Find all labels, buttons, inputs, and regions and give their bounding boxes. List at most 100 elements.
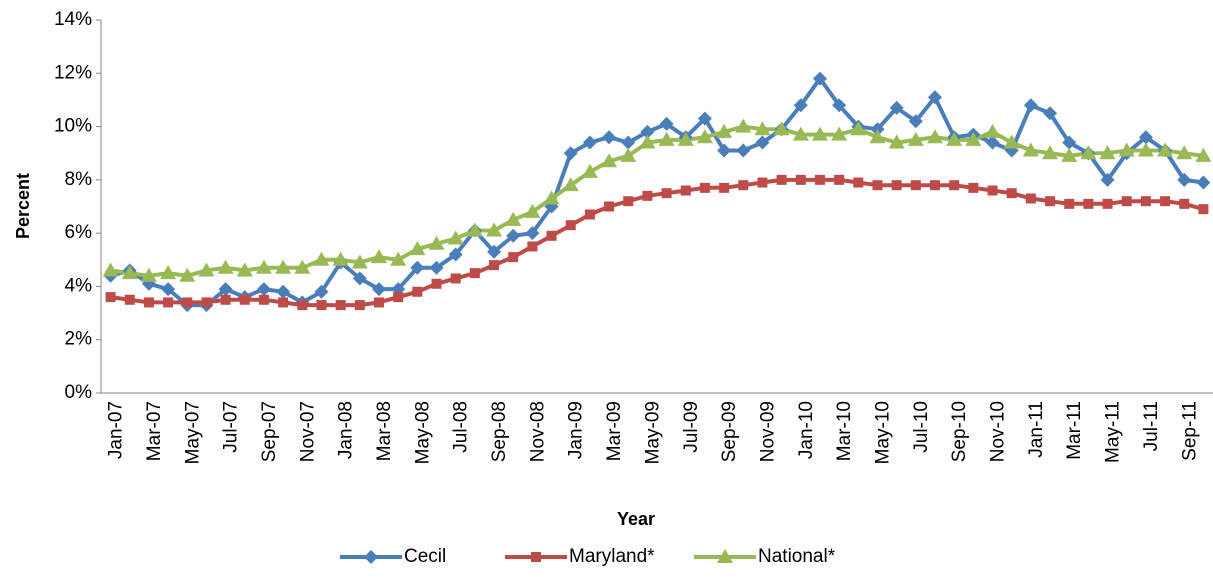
marker-diamond <box>256 282 271 297</box>
marker-triangle <box>409 241 426 256</box>
x-tick-label: Sep-07 <box>259 401 280 462</box>
marker-diamond <box>1196 175 1211 190</box>
marker-diamond <box>736 143 751 158</box>
marker-triangle <box>907 131 924 146</box>
marker-square <box>987 185 998 196</box>
x-axis-title: Year <box>617 509 655 529</box>
marker-square <box>546 230 557 241</box>
marker-square <box>1179 198 1190 209</box>
marker-triangle <box>198 262 215 277</box>
marker-diamond <box>659 116 674 131</box>
legend-label: National* <box>758 546 836 567</box>
marker-triangle <box>754 121 771 136</box>
marker-square <box>853 177 864 188</box>
marker-triangle <box>1042 145 1059 160</box>
marker-square <box>661 188 672 199</box>
marker-square <box>1102 198 1113 209</box>
marker-diamond <box>832 98 847 113</box>
marker-square <box>163 297 174 308</box>
marker-diamond <box>218 282 233 297</box>
marker-diamond <box>1043 106 1058 121</box>
x-tick-label: Jan-11 <box>1026 401 1047 458</box>
marker-diamond <box>525 226 540 241</box>
marker-triangle <box>984 123 1001 138</box>
marker-square <box>182 297 193 308</box>
marker-diamond <box>602 130 617 145</box>
marker-square <box>297 300 308 311</box>
x-tick-label: Jul-08 <box>451 401 472 453</box>
marker-square <box>201 297 212 308</box>
marker-triangle <box>927 129 943 144</box>
marker-square <box>220 294 231 305</box>
marker-triangle <box>581 163 598 178</box>
x-tick-label: Jan-07 <box>106 401 127 459</box>
marker-square <box>968 182 979 193</box>
legend-label: Maryland* <box>569 546 655 567</box>
marker-square <box>699 182 710 193</box>
marker-diamond <box>1177 172 1192 187</box>
series-line <box>110 76 1204 308</box>
marker-triangle <box>1080 145 1097 160</box>
marker-triangle <box>524 203 541 218</box>
marker-square <box>124 294 135 305</box>
x-tick-label: Sep-09 <box>719 401 740 462</box>
marker-square <box>531 552 541 562</box>
marker-diamond <box>563 146 578 161</box>
x-tick-label: Mar-10 <box>834 401 855 461</box>
marker-diamond <box>697 111 712 126</box>
marker-triangle <box>121 265 138 280</box>
x-tick-label: Mar-07 <box>144 401 165 461</box>
y-tick-label: 14% <box>54 9 92 30</box>
marker-diamond <box>429 260 444 275</box>
marker-square <box>719 182 730 193</box>
marker-square <box>105 292 116 303</box>
marker-square <box>930 180 940 191</box>
marker-square <box>584 209 595 220</box>
marker-diamond <box>314 284 329 299</box>
marker-square <box>316 300 327 311</box>
marker-square <box>1045 196 1056 207</box>
marker-triangle <box>946 131 963 146</box>
marker-triangle <box>505 211 522 226</box>
marker-square <box>776 174 787 185</box>
marker-triangle <box>620 147 637 162</box>
marker-diamond <box>1100 172 1115 187</box>
marker-square <box>469 268 480 279</box>
marker-square <box>891 180 902 191</box>
x-tick-label: Nov-09 <box>757 401 778 462</box>
marker-square <box>910 180 921 191</box>
marker-triangle <box>735 118 752 133</box>
marker-diamond <box>621 135 636 150</box>
marker-triangle <box>371 249 387 264</box>
marker-square <box>239 294 250 305</box>
x-tick-label: Sep-10 <box>949 401 970 462</box>
marker-square <box>738 180 749 191</box>
marker-diamond <box>755 135 770 150</box>
marker-square <box>527 241 538 252</box>
marker-triangle <box>543 190 560 205</box>
x-tick-label: Nov-07 <box>297 401 318 462</box>
marker-square <box>1064 198 1075 209</box>
marker-triangle <box>255 259 272 274</box>
marker-triangle <box>332 251 349 266</box>
marker-diamond <box>908 114 923 129</box>
marker-diamond <box>812 71 827 86</box>
y-tick-label: 2% <box>65 329 93 350</box>
x-tick-label: Jul-11 <box>1141 401 1162 451</box>
marker-triangle <box>677 131 694 146</box>
marker-diamond <box>487 244 502 259</box>
marker-diamond <box>717 143 732 158</box>
marker-triangle <box>1118 142 1135 157</box>
marker-triangle <box>658 131 675 146</box>
marker-diamond <box>640 124 655 139</box>
x-tick-label: Jul-07 <box>221 401 242 453</box>
x-tick-label: Jan-09 <box>566 401 587 459</box>
marker-square <box>757 177 768 188</box>
x-tick-label: May-07 <box>182 401 203 464</box>
marker-square <box>680 185 691 196</box>
marker-triangle <box>717 549 733 563</box>
marker-triangle <box>102 262 119 277</box>
marker-square <box>143 297 154 308</box>
x-tick-label: Jul-10 <box>911 401 932 453</box>
